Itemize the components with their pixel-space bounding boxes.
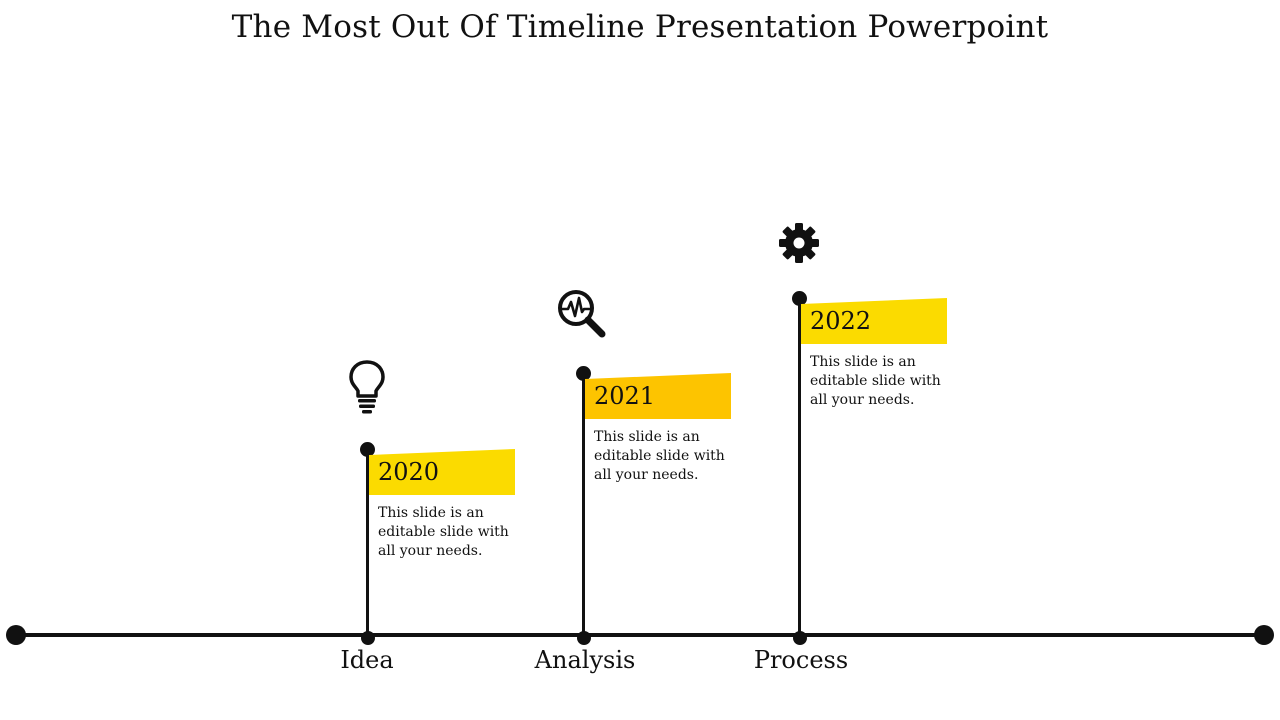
timeline-axis xyxy=(16,633,1264,637)
year-label: 2021 xyxy=(594,382,656,410)
timeline-start-dot xyxy=(6,625,26,645)
milestone-top-dot xyxy=(792,291,807,306)
gear-icon xyxy=(779,223,819,263)
year-flag: 2021 xyxy=(585,373,731,419)
milestone-description: This slide is an editable slide with all… xyxy=(594,429,725,483)
lightbulb-icon xyxy=(349,360,385,414)
year-flag: 2020 xyxy=(369,449,515,495)
milestone-top-dot xyxy=(360,442,375,457)
slide-title: The Most Out Of Timeline Presentation Po… xyxy=(231,9,1049,45)
milestone-description: This slide is an editable slide with all… xyxy=(378,505,509,559)
milestone-stem xyxy=(798,299,801,638)
stage-label: Process xyxy=(753,646,849,674)
milestone-stem xyxy=(366,449,369,638)
milestone-stem xyxy=(582,374,585,638)
milestone-description: This slide is an editable slide with all… xyxy=(810,354,941,408)
stage-label: Idea xyxy=(340,646,394,674)
stage-label: Analysis xyxy=(534,646,636,674)
magnifier-pulse-icon xyxy=(558,290,606,338)
year-label: 2022 xyxy=(810,307,872,335)
timeline-end-dot xyxy=(1254,625,1274,645)
year-flag: 2022 xyxy=(801,298,947,344)
year-label: 2020 xyxy=(378,458,440,486)
milestone-top-dot xyxy=(576,366,591,381)
